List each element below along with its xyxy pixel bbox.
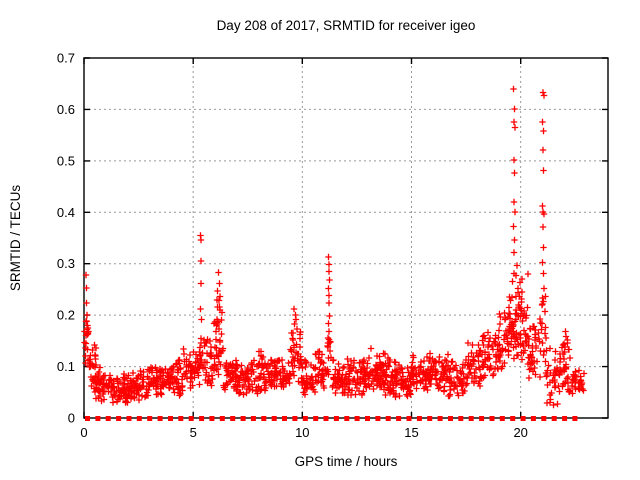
y-tick-label-0: 0 — [68, 411, 75, 426]
y-tick-labels: 0 0.1 0.2 0.3 0.4 0.5 0.6 0.7 — [57, 51, 75, 426]
y-tick-label-1: 0.1 — [57, 359, 75, 374]
y-tick-label-4: 0.4 — [57, 205, 75, 220]
y-tick-label-6: 0.6 — [57, 102, 75, 117]
x-tick-label-3: 15 — [404, 425, 418, 440]
y-tick-label-5: 0.5 — [57, 153, 75, 168]
zero-row-markers — [85, 416, 578, 421]
x-tick-label-0: 0 — [80, 425, 87, 440]
y-axis-label: SRMTID / TECUs — [8, 185, 23, 292]
y-tick-label-2: 0.2 — [57, 308, 75, 323]
x-axis-label: GPS time / hours — [295, 454, 398, 469]
x-tick-labels: 0 5 10 15 20 — [80, 425, 528, 440]
x-tick-label-4: 20 — [513, 425, 527, 440]
y-tick-label-7: 0.7 — [57, 51, 75, 66]
scatter-points — [81, 85, 588, 409]
x-tick-label-2: 10 — [295, 425, 309, 440]
x-tick-label-1: 5 — [190, 425, 197, 440]
chart-title: Day 208 of 2017, SRMTID for receiver ige… — [217, 18, 476, 33]
y-tick-label-3: 0.3 — [57, 256, 75, 271]
